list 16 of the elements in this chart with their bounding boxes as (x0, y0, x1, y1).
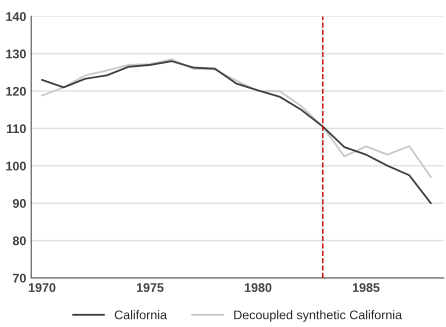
y-tick-label: 70 (12, 274, 26, 283)
y-tick-label: 110 (6, 124, 26, 134)
y-tick-label: 140 (6, 12, 26, 21)
x-tick-label: 1985 (352, 283, 380, 292)
x-tick-label: 1970 (28, 283, 56, 292)
y-tick-label: 80 (12, 236, 26, 246)
y-tick-label: 90 (12, 199, 26, 208)
line-series (41, 60, 432, 204)
line-series (41, 58, 432, 178)
x-tick-label: 1975 (136, 283, 164, 292)
y-tick-label: 120 (6, 86, 26, 96)
y-tick-label: 130 (6, 50, 26, 58)
y-tick-label: 100 (6, 162, 26, 170)
legend-label: California (114, 310, 167, 320)
x-tick-label: 1980 (244, 283, 272, 292)
legend-label: Decoupled synthetic California (234, 310, 402, 322)
